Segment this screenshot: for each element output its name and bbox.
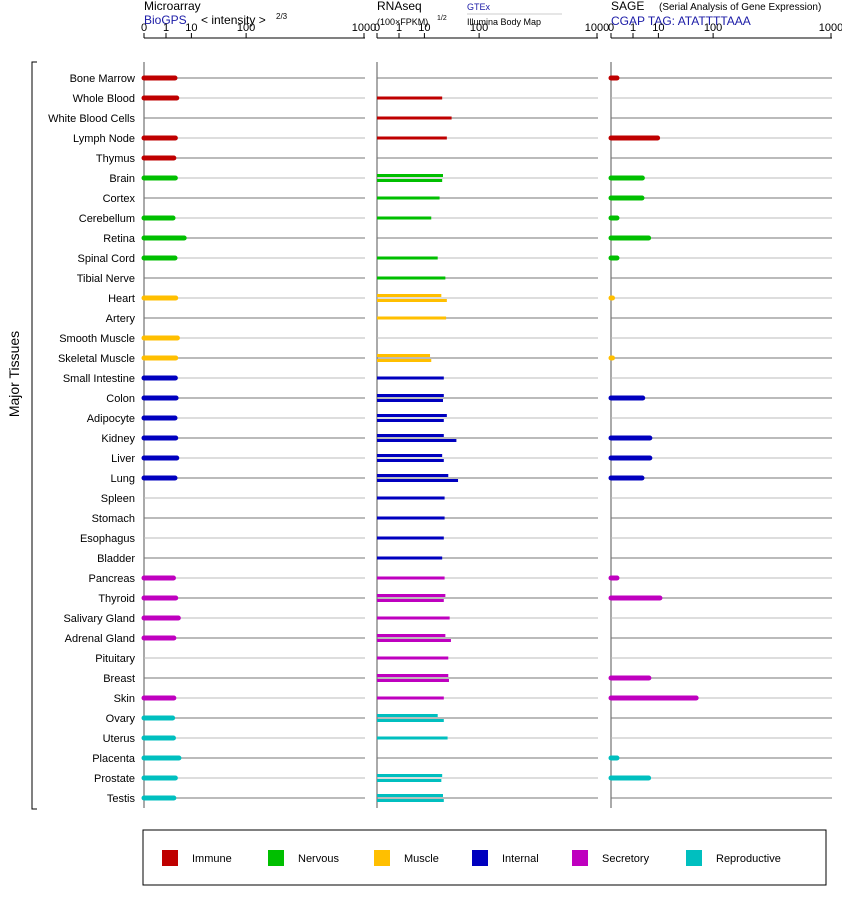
tissue-label: Colon <box>106 393 135 405</box>
rnaseq-metric-exponent: 1/2 <box>437 15 447 22</box>
tissue-label: Cortex <box>103 193 136 205</box>
tissue-bracket <box>31 61 37 810</box>
tissue-label: Placenta <box>92 753 136 765</box>
tissue-labels: Bone Marrow Whole Blood White Blood Cells L… <box>48 73 136 805</box>
tissue-label: Tibial Nerve <box>77 273 135 285</box>
legend-label: Immune <box>192 853 232 865</box>
legend-swatch <box>686 850 702 866</box>
legend-label: Reproductive <box>716 853 781 865</box>
microarray-panel: 0 1 10 100 1000 <box>141 22 376 808</box>
microarray-tick-label: 1 <box>163 22 169 34</box>
tissue-label: Brain <box>109 173 135 185</box>
legend-swatch <box>572 850 588 866</box>
tissue-label: Kidney <box>101 433 135 445</box>
tissue-label: White Blood Cells <box>48 113 135 125</box>
tissue-label: Pancreas <box>89 573 136 585</box>
microarray-tick-label: 1000 <box>352 22 376 34</box>
legend-item-reproductive: Reproductive <box>686 850 781 866</box>
sage-tick-label: 100 <box>704 22 722 34</box>
tissue-label: Esophagus <box>80 533 136 545</box>
microarray-tick-label: 0 <box>141 22 147 34</box>
microarray-tick-label: 100 <box>237 22 255 34</box>
rnaseq-panel: 0 1 10 100 1000 <box>374 22 609 808</box>
tissue-label: Thyroid <box>98 593 135 605</box>
tissue-label: Salivary Gland <box>63 613 135 625</box>
sage-title: SAGE <box>611 0 644 13</box>
sage-tick-label: 0 <box>608 22 614 34</box>
tissue-label: Liver <box>111 453 135 465</box>
legend-swatch <box>472 850 488 866</box>
legend-label: Secretory <box>602 853 650 865</box>
tissue-label: Adipocyte <box>87 413 135 425</box>
microarray-source: BioGPS <box>144 13 187 27</box>
tissue-label: Cerebellum <box>79 213 135 225</box>
sage-panel: 0 1 10 100 1000 <box>608 22 842 808</box>
rnaseq-metric: (100×FPKM) <box>377 17 428 27</box>
tissue-label: Lymph Node <box>73 133 135 145</box>
rnaseq-tick-label: 0 <box>374 22 380 34</box>
tissue-label: Bone Marrow <box>70 73 135 85</box>
microarray-metric-exponent: 2/3 <box>276 12 288 21</box>
tissue-label: Prostate <box>94 773 135 785</box>
legend-item-secretory: Secretory <box>572 850 650 866</box>
tissue-label: Small Intestine <box>63 373 135 385</box>
legend-label: Nervous <box>298 853 339 865</box>
tissue-label: Heart <box>108 293 135 305</box>
tissue-label: Testis <box>107 793 136 805</box>
tissue-label: Spleen <box>101 493 135 505</box>
microarray-metric: < intensity > <box>201 13 266 27</box>
microarray-title: Microarray <box>144 0 201 13</box>
legend-swatch <box>374 850 390 866</box>
rnaseq-source-ibm: Illumina Body Map <box>467 17 541 27</box>
sage-tick-label: 1000 <box>819 22 842 34</box>
legend-item-nervous: Nervous <box>268 850 339 866</box>
tissue-label: Artery <box>106 313 136 325</box>
sage-tick-label: 1 <box>630 22 636 34</box>
tissue-label: Lung <box>111 473 135 485</box>
tissue-label: Thymus <box>96 153 136 165</box>
tissue-label: Pituitary <box>95 653 135 665</box>
legend-item-internal: Internal <box>472 850 539 866</box>
rnaseq-title: RNAseq <box>377 0 422 13</box>
sage-subtitle: (Serial Analysis of Gene Expression) <box>659 2 821 13</box>
legend-label: Muscle <box>404 853 439 865</box>
tissue-label: Retina <box>103 233 136 245</box>
tissue-label: Stomach <box>92 513 135 525</box>
tissue-label: Skin <box>114 693 135 705</box>
legend-swatch <box>268 850 284 866</box>
rnaseq-tick-label: 1000 <box>585 22 609 34</box>
legend-swatch <box>162 850 178 866</box>
microarray-tick-label: 10 <box>185 22 197 34</box>
y-axis-label: Major Tissues <box>6 331 22 417</box>
sage-tick-label: 10 <box>652 22 664 34</box>
tissue-label: Spinal Cord <box>78 253 135 265</box>
legend-label: Internal <box>502 853 539 865</box>
rnaseq-tick-label: 1 <box>396 22 402 34</box>
tissue-label: Adrenal Gland <box>65 633 135 645</box>
rnaseq-tick-label: 10 <box>418 22 430 34</box>
legend-item-immune: Immune <box>162 850 232 866</box>
legend: Immune Nervous Muscle Internal Secretory Repr… <box>162 850 781 866</box>
tissue-label: Bladder <box>97 553 135 565</box>
rnaseq-source-gtex: GTEx <box>467 2 491 12</box>
rnaseq-tick-label: 100 <box>470 22 488 34</box>
tissue-label: Whole Blood <box>73 93 135 105</box>
tissue-label: Smooth Muscle <box>59 333 135 345</box>
tissue-label: Uterus <box>103 733 136 745</box>
legend-item-muscle: Muscle <box>374 850 439 866</box>
sage-tag: CGAP TAG: ATATTTTAAA <box>611 14 751 28</box>
tissue-label: Skeletal Muscle <box>58 353 135 365</box>
tissue-label: Breast <box>103 673 135 685</box>
tissue-label: Ovary <box>106 713 136 725</box>
